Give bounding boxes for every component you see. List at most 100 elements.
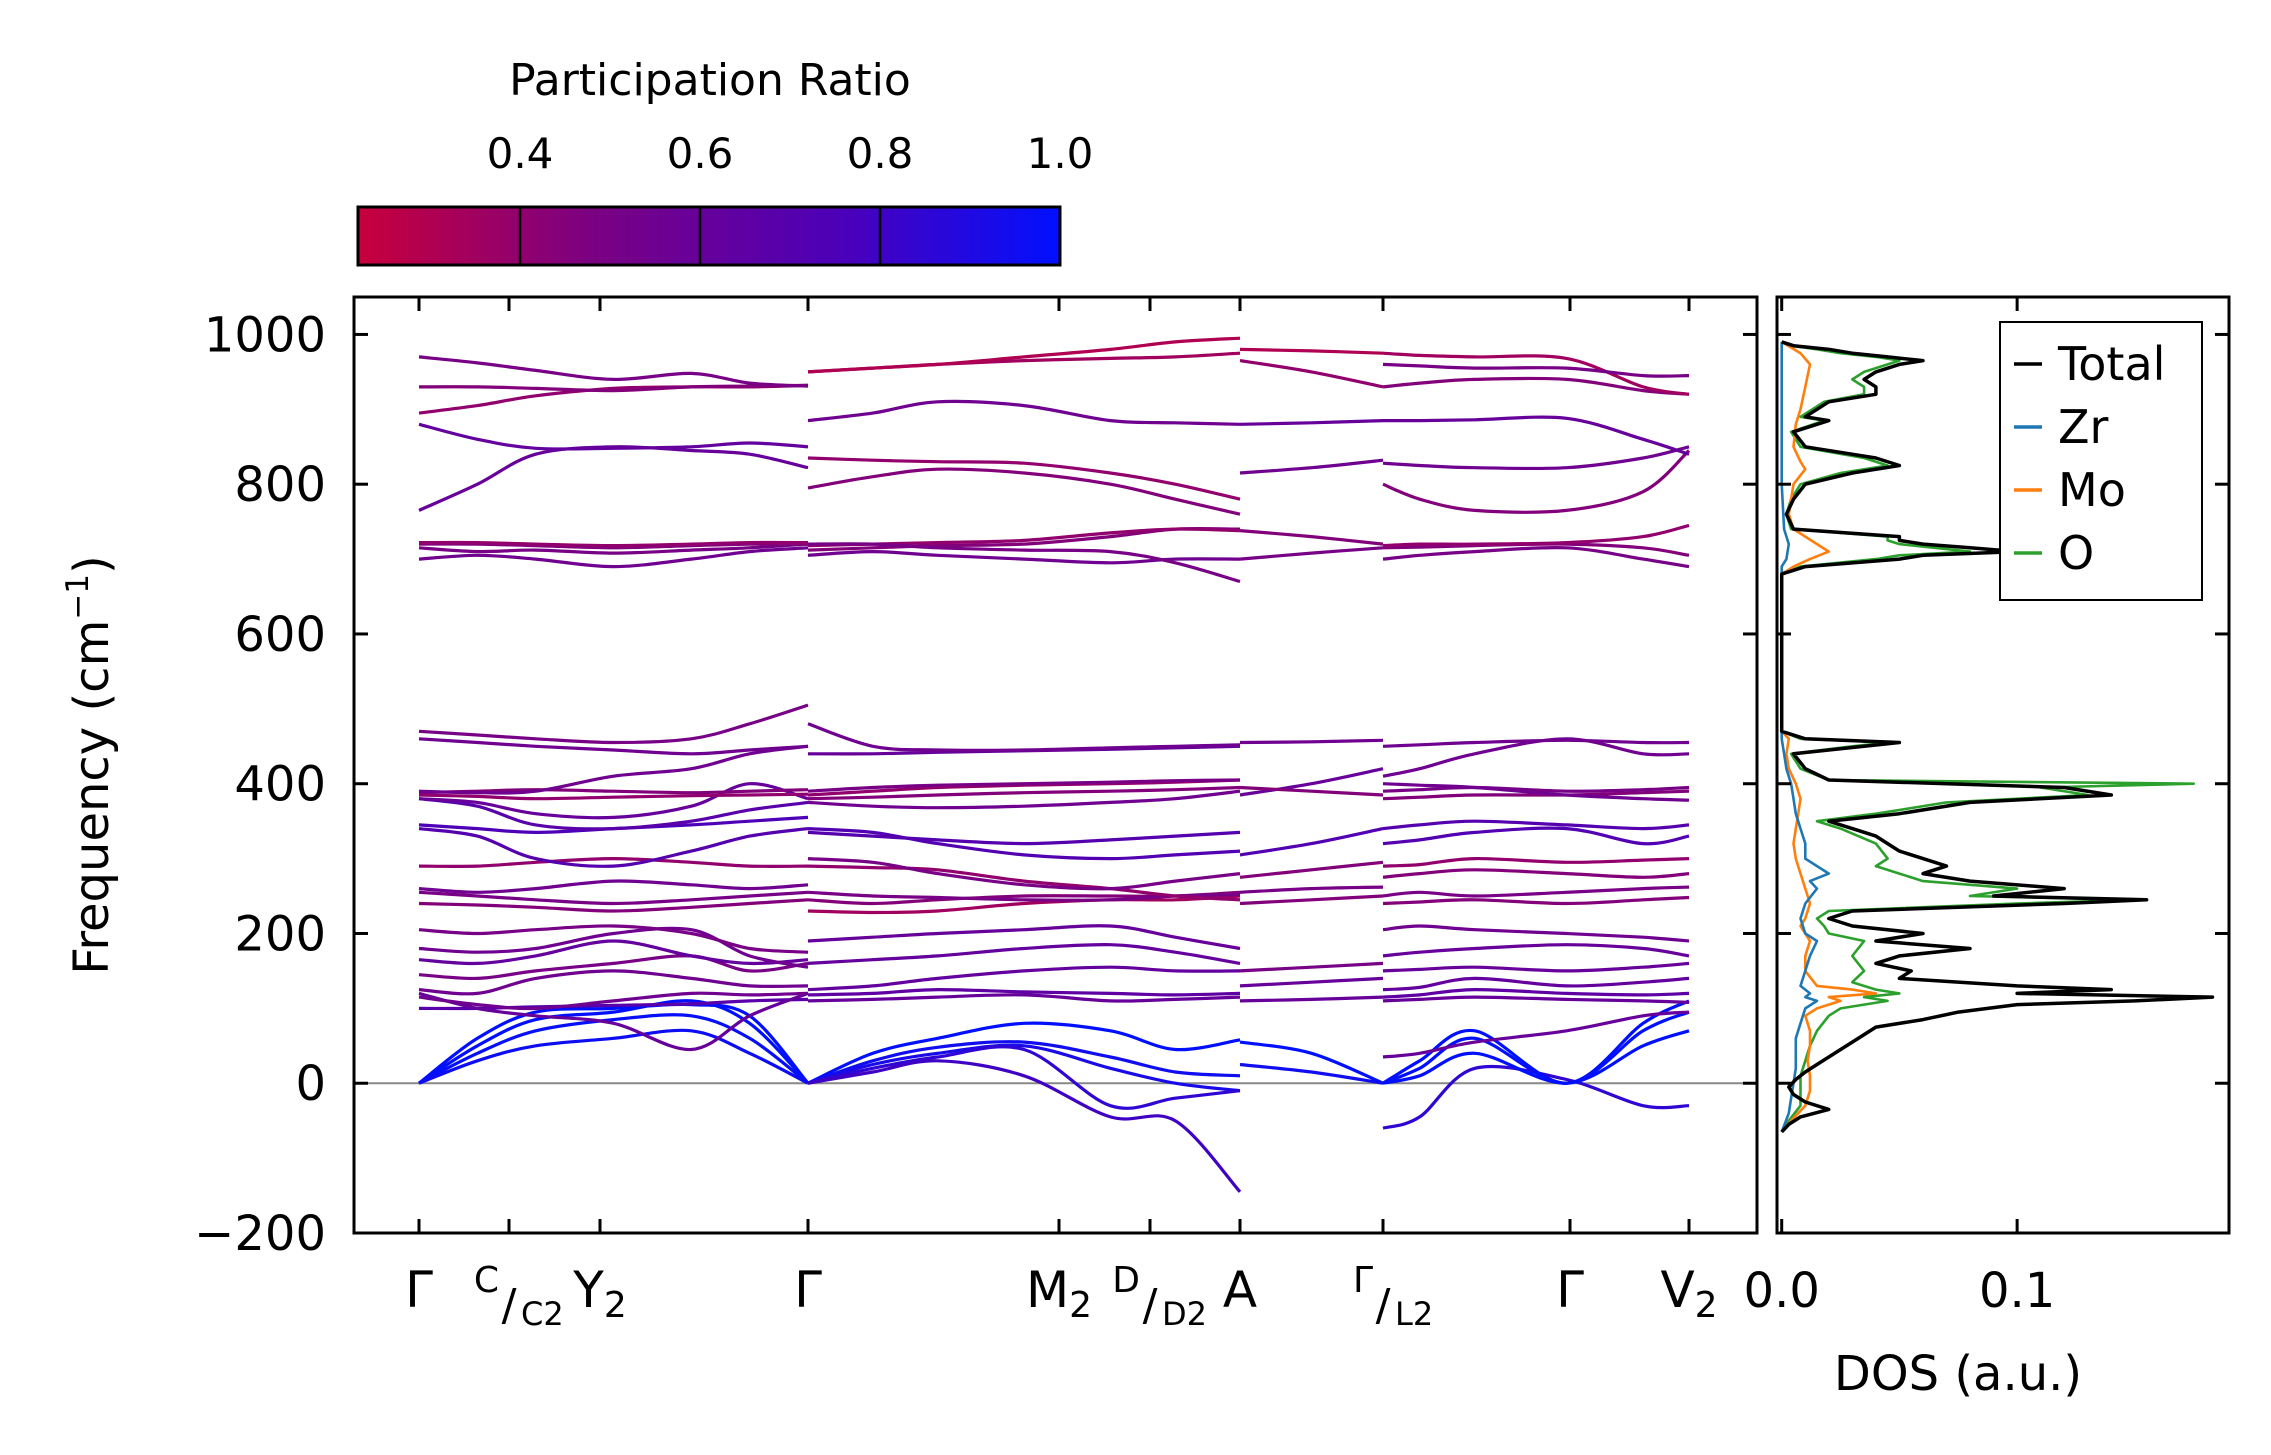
phonon-branch — [1239, 1062, 1384, 1085]
phonon-branch — [807, 722, 1241, 752]
phonon-branch — [1382, 995, 1690, 1004]
x-tick-label: Γ — [405, 1261, 433, 1319]
band-plot-frame — [352, 295, 1759, 1235]
phonon-branch — [418, 999, 810, 1085]
colorbar-ticks: 0.4 0.6 0.8 1.0 — [487, 129, 1094, 265]
phonon-branch — [1382, 738, 1690, 748]
phonon-branch — [807, 864, 1241, 902]
phonon-branch — [1382, 737, 1690, 778]
y-tick-label: −200 — [194, 1206, 326, 1262]
phonon-branch — [807, 1021, 1241, 1085]
dos-curve-total — [1779, 340, 2215, 1134]
phonon-branch — [1382, 449, 1691, 514]
dos-plot-frame — [1775, 295, 2231, 1235]
legend-label: O — [2058, 526, 2094, 580]
dos-axes: 0.0 0.1 — [1744, 295, 2231, 1319]
phonon-branch — [1382, 885, 1690, 898]
phonon-branch — [1382, 351, 1690, 396]
y-tick-label: 800 — [234, 457, 326, 513]
phonon-branch — [418, 890, 809, 906]
x-tick-label: A — [1223, 1261, 1257, 1319]
phonon-branch — [807, 857, 1241, 891]
dos-x-axis-label: DOS (a.u.) — [1834, 1346, 2082, 1402]
dos-x-tick-label: 0.1 — [1979, 1263, 2055, 1319]
x-tick-label-lower: C2 — [521, 1295, 564, 1333]
legend-label: Mo — [2058, 463, 2126, 517]
colorbar: Participation Ratio 0.4 0.6 0.8 1.0 — [356, 55, 1094, 267]
y-tick-label: 1000 — [204, 307, 326, 363]
phonon-branch — [807, 1045, 1241, 1110]
phonon-branch — [418, 1013, 809, 1085]
phonon-branch — [1382, 976, 1690, 992]
phonon-branch — [418, 924, 809, 954]
phonon-branch — [807, 1059, 1242, 1193]
band-lines — [354, 336, 1757, 1193]
x-tick-label: Γ — [794, 1261, 822, 1319]
phonon-branch — [807, 1040, 1241, 1085]
x-tick-label: V2 — [1660, 1261, 1717, 1326]
phonon-branch — [807, 993, 1241, 1003]
phonon-branch — [1382, 999, 1690, 1085]
x-tick-label: Γ — [1556, 1261, 1584, 1319]
phonon-branch — [807, 336, 1241, 374]
phonon-branch — [1239, 529, 1384, 546]
phonon-branch — [418, 991, 809, 1011]
phonon-branch — [1382, 785, 1690, 793]
phonon-branch — [418, 879, 809, 894]
phonon-branch — [1382, 445, 1690, 471]
phonon-branch — [1382, 961, 1690, 973]
dos-curve-mo — [1780, 340, 1878, 1133]
phonon-branch — [1239, 347, 1384, 355]
phonon-branch — [418, 1028, 809, 1085]
phonon-branch — [418, 540, 809, 548]
phonon-branch — [807, 830, 1241, 846]
phonon-branch — [1382, 789, 1690, 801]
phonon-branch — [418, 445, 809, 512]
phonon-branch — [1382, 782, 1690, 802]
phonon-branch — [1239, 976, 1384, 988]
phonon-branch — [1239, 860, 1384, 879]
phonon-branch — [1382, 987, 1690, 999]
phonon-branch — [418, 939, 809, 966]
phonon-branch — [1239, 458, 1384, 475]
phonon-branch — [807, 467, 1241, 516]
phonon-branch — [418, 857, 809, 868]
phonon-branch — [807, 789, 1241, 810]
phonon-branch — [418, 355, 809, 388]
x-tick-label-lower: D2 — [1162, 1295, 1207, 1333]
band-segment — [418, 355, 810, 1085]
phonon-branch — [418, 954, 809, 981]
x-tick-label-upper: D — [1112, 1260, 1140, 1301]
colorbar-tick-label: 0.4 — [487, 129, 554, 178]
y-axis-label: Frequency (cm−1) — [60, 555, 120, 975]
phonon-branch — [1239, 419, 1384, 426]
phonon-branch — [1382, 1029, 1690, 1085]
colorbar-label: Participation Ratio — [509, 55, 911, 106]
phonon-branch — [418, 827, 809, 868]
phonon-branch — [807, 965, 1241, 992]
y-tick-label: 200 — [234, 906, 326, 962]
phonon-branch — [1239, 827, 1384, 857]
phonon-branch — [807, 778, 1241, 793]
phonon-branch — [807, 542, 1241, 584]
phonon-branch — [418, 782, 809, 820]
x-tick-label: M2 — [1026, 1261, 1092, 1326]
phonon-branch — [1382, 943, 1690, 958]
colorbar-tick-label: 0.8 — [847, 129, 914, 178]
phonon-branch — [418, 969, 809, 996]
phonon-branch — [1382, 826, 1690, 846]
phonon-branch — [418, 542, 809, 555]
colorbar-tick-label: 1.0 — [1027, 129, 1094, 178]
band-segment — [1239, 347, 1384, 1085]
phonon-branch — [418, 703, 809, 745]
phonon-branch — [418, 744, 809, 795]
dos-legend: Total Zr Mo O — [1999, 321, 2203, 601]
phonon-branch — [1239, 767, 1384, 797]
phonon-branch — [418, 546, 809, 569]
phonon-branch — [1239, 546, 1384, 561]
colorbar-tick-label: 0.6 — [667, 129, 734, 178]
phonon-branch — [418, 926, 809, 969]
phonon-branch — [1382, 415, 1690, 456]
